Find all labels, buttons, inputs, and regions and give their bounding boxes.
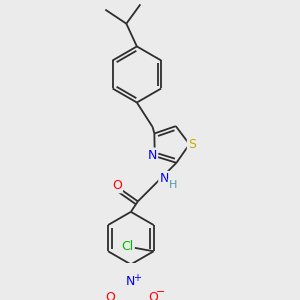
Text: N: N xyxy=(126,275,136,289)
Text: O: O xyxy=(148,291,158,300)
Text: +: + xyxy=(133,273,141,283)
Text: S: S xyxy=(188,138,196,151)
Text: −: − xyxy=(156,287,165,298)
Text: O: O xyxy=(105,291,115,300)
Text: N: N xyxy=(160,172,169,185)
Text: H: H xyxy=(169,180,177,190)
Text: O: O xyxy=(112,179,122,192)
Text: N: N xyxy=(147,149,157,162)
Text: Cl: Cl xyxy=(121,240,134,254)
